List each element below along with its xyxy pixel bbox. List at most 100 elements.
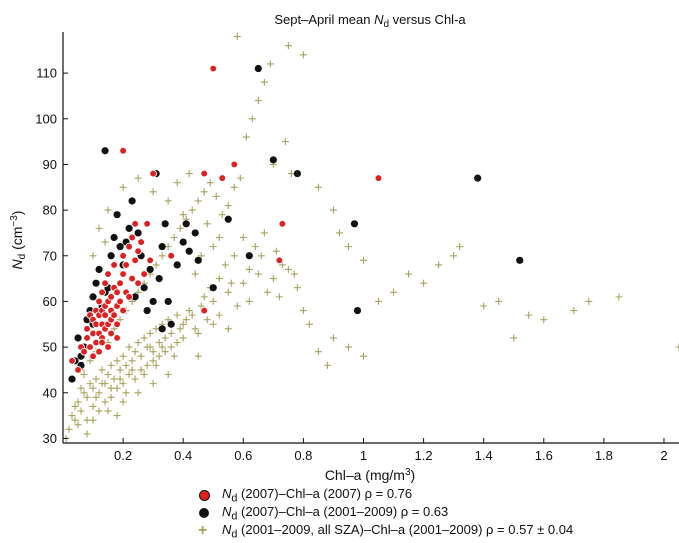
chart-title: Sept–April mean Nd versus Chl-a bbox=[274, 12, 466, 30]
data-point-red bbox=[144, 220, 151, 227]
y-axis-title: Nd (cm−3) bbox=[9, 211, 28, 270]
data-point-plus bbox=[510, 334, 517, 341]
data-point-red bbox=[99, 339, 106, 346]
data-point-red bbox=[96, 298, 103, 305]
data-point-plus bbox=[306, 321, 313, 328]
y-tick-label: 50 bbox=[43, 340, 57, 355]
data-point-black bbox=[159, 325, 166, 332]
data-point-plus bbox=[114, 385, 121, 392]
data-point-red bbox=[111, 312, 118, 319]
data-point-black bbox=[186, 248, 193, 255]
data-point-plus bbox=[216, 275, 223, 282]
data-point-red bbox=[102, 312, 109, 319]
y-tick-label: 110 bbox=[36, 66, 57, 81]
data-point-plus bbox=[129, 366, 136, 373]
data-point-plus bbox=[210, 298, 217, 305]
data-point-black bbox=[294, 170, 301, 177]
data-point-plus bbox=[93, 376, 100, 383]
data-point-plus bbox=[291, 271, 298, 278]
data-point-red bbox=[129, 234, 136, 241]
data-point-black bbox=[68, 375, 75, 382]
data-point-plus bbox=[75, 398, 82, 405]
data-point-plus bbox=[186, 307, 193, 314]
data-point-plus bbox=[237, 175, 244, 182]
data-point-plus bbox=[249, 115, 256, 122]
x-tick-label: 1.6 bbox=[535, 448, 553, 463]
data-point-black bbox=[270, 156, 277, 163]
plus-icon: + bbox=[198, 525, 212, 539]
data-point-red bbox=[120, 147, 127, 154]
data-point-red bbox=[117, 280, 124, 287]
data-point-red bbox=[108, 330, 115, 337]
data-point-plus bbox=[210, 243, 217, 250]
data-point-plus bbox=[480, 303, 487, 310]
data-point-black bbox=[516, 257, 523, 264]
data-point-plus bbox=[615, 293, 622, 300]
data-point-plus bbox=[177, 225, 184, 232]
x-axis-title: Chl–a (mg/m3) bbox=[325, 467, 415, 483]
data-point-plus bbox=[126, 371, 133, 378]
data-point-plus bbox=[117, 376, 124, 383]
data-point-plus bbox=[102, 239, 109, 246]
data-point-plus bbox=[138, 366, 145, 373]
data-point-plus bbox=[156, 353, 163, 360]
data-point-plus bbox=[93, 394, 100, 401]
data-point-red bbox=[375, 175, 382, 182]
data-point-plus bbox=[72, 417, 79, 424]
data-point-plus bbox=[165, 371, 172, 378]
data-point-plus bbox=[180, 334, 187, 341]
data-point-plus bbox=[159, 252, 166, 259]
data-point-plus bbox=[168, 344, 175, 351]
data-point-plus bbox=[219, 211, 226, 218]
data-point-black bbox=[195, 257, 202, 264]
data-point-plus bbox=[213, 193, 220, 200]
data-point-black bbox=[174, 261, 181, 268]
data-point-plus bbox=[525, 312, 532, 319]
data-point-black bbox=[113, 211, 120, 218]
data-point-plus bbox=[75, 421, 82, 428]
data-point-black bbox=[147, 266, 154, 273]
data-point-black bbox=[255, 65, 262, 72]
data-point-plus bbox=[330, 334, 337, 341]
data-point-plus bbox=[150, 357, 157, 364]
data-point-plus bbox=[264, 289, 271, 296]
data-point-plus bbox=[456, 243, 463, 250]
data-point-black bbox=[168, 321, 175, 328]
data-point-red bbox=[135, 280, 142, 287]
data-point-plus bbox=[138, 353, 145, 360]
data-point-plus bbox=[102, 398, 109, 405]
y-tick-label: 80 bbox=[43, 203, 57, 218]
data-point-red bbox=[201, 170, 208, 177]
data-point-red bbox=[102, 280, 109, 287]
data-point-plus bbox=[141, 334, 148, 341]
data-point-plus bbox=[174, 339, 181, 346]
data-point-black bbox=[210, 284, 217, 291]
data-point-plus bbox=[243, 134, 250, 141]
red-circle-icon bbox=[198, 489, 212, 503]
data-point-plus bbox=[195, 330, 202, 337]
x-tick-label: 0.4 bbox=[174, 448, 192, 463]
data-point-plus bbox=[345, 344, 352, 351]
data-point-plus bbox=[390, 289, 397, 296]
data-point-plus bbox=[108, 394, 115, 401]
data-point-plus bbox=[168, 330, 175, 337]
data-point-plus bbox=[105, 371, 112, 378]
data-point-plus bbox=[123, 389, 130, 396]
data-point-plus bbox=[216, 312, 223, 319]
data-point-plus bbox=[135, 175, 142, 182]
data-point-plus bbox=[150, 380, 157, 387]
data-point-black bbox=[180, 238, 187, 245]
y-tick-label: 100 bbox=[35, 111, 57, 126]
data-point-plus bbox=[66, 426, 73, 433]
data-point-red bbox=[108, 293, 115, 300]
data-point-plus bbox=[171, 353, 178, 360]
data-point-red bbox=[84, 335, 91, 342]
data-point-plus bbox=[255, 97, 262, 104]
data-point-black bbox=[159, 243, 166, 250]
data-point-plus bbox=[207, 179, 214, 186]
data-point-red bbox=[114, 289, 121, 296]
data-point-red bbox=[138, 239, 145, 246]
data-point-plus bbox=[81, 389, 88, 396]
data-point-black bbox=[225, 216, 232, 223]
